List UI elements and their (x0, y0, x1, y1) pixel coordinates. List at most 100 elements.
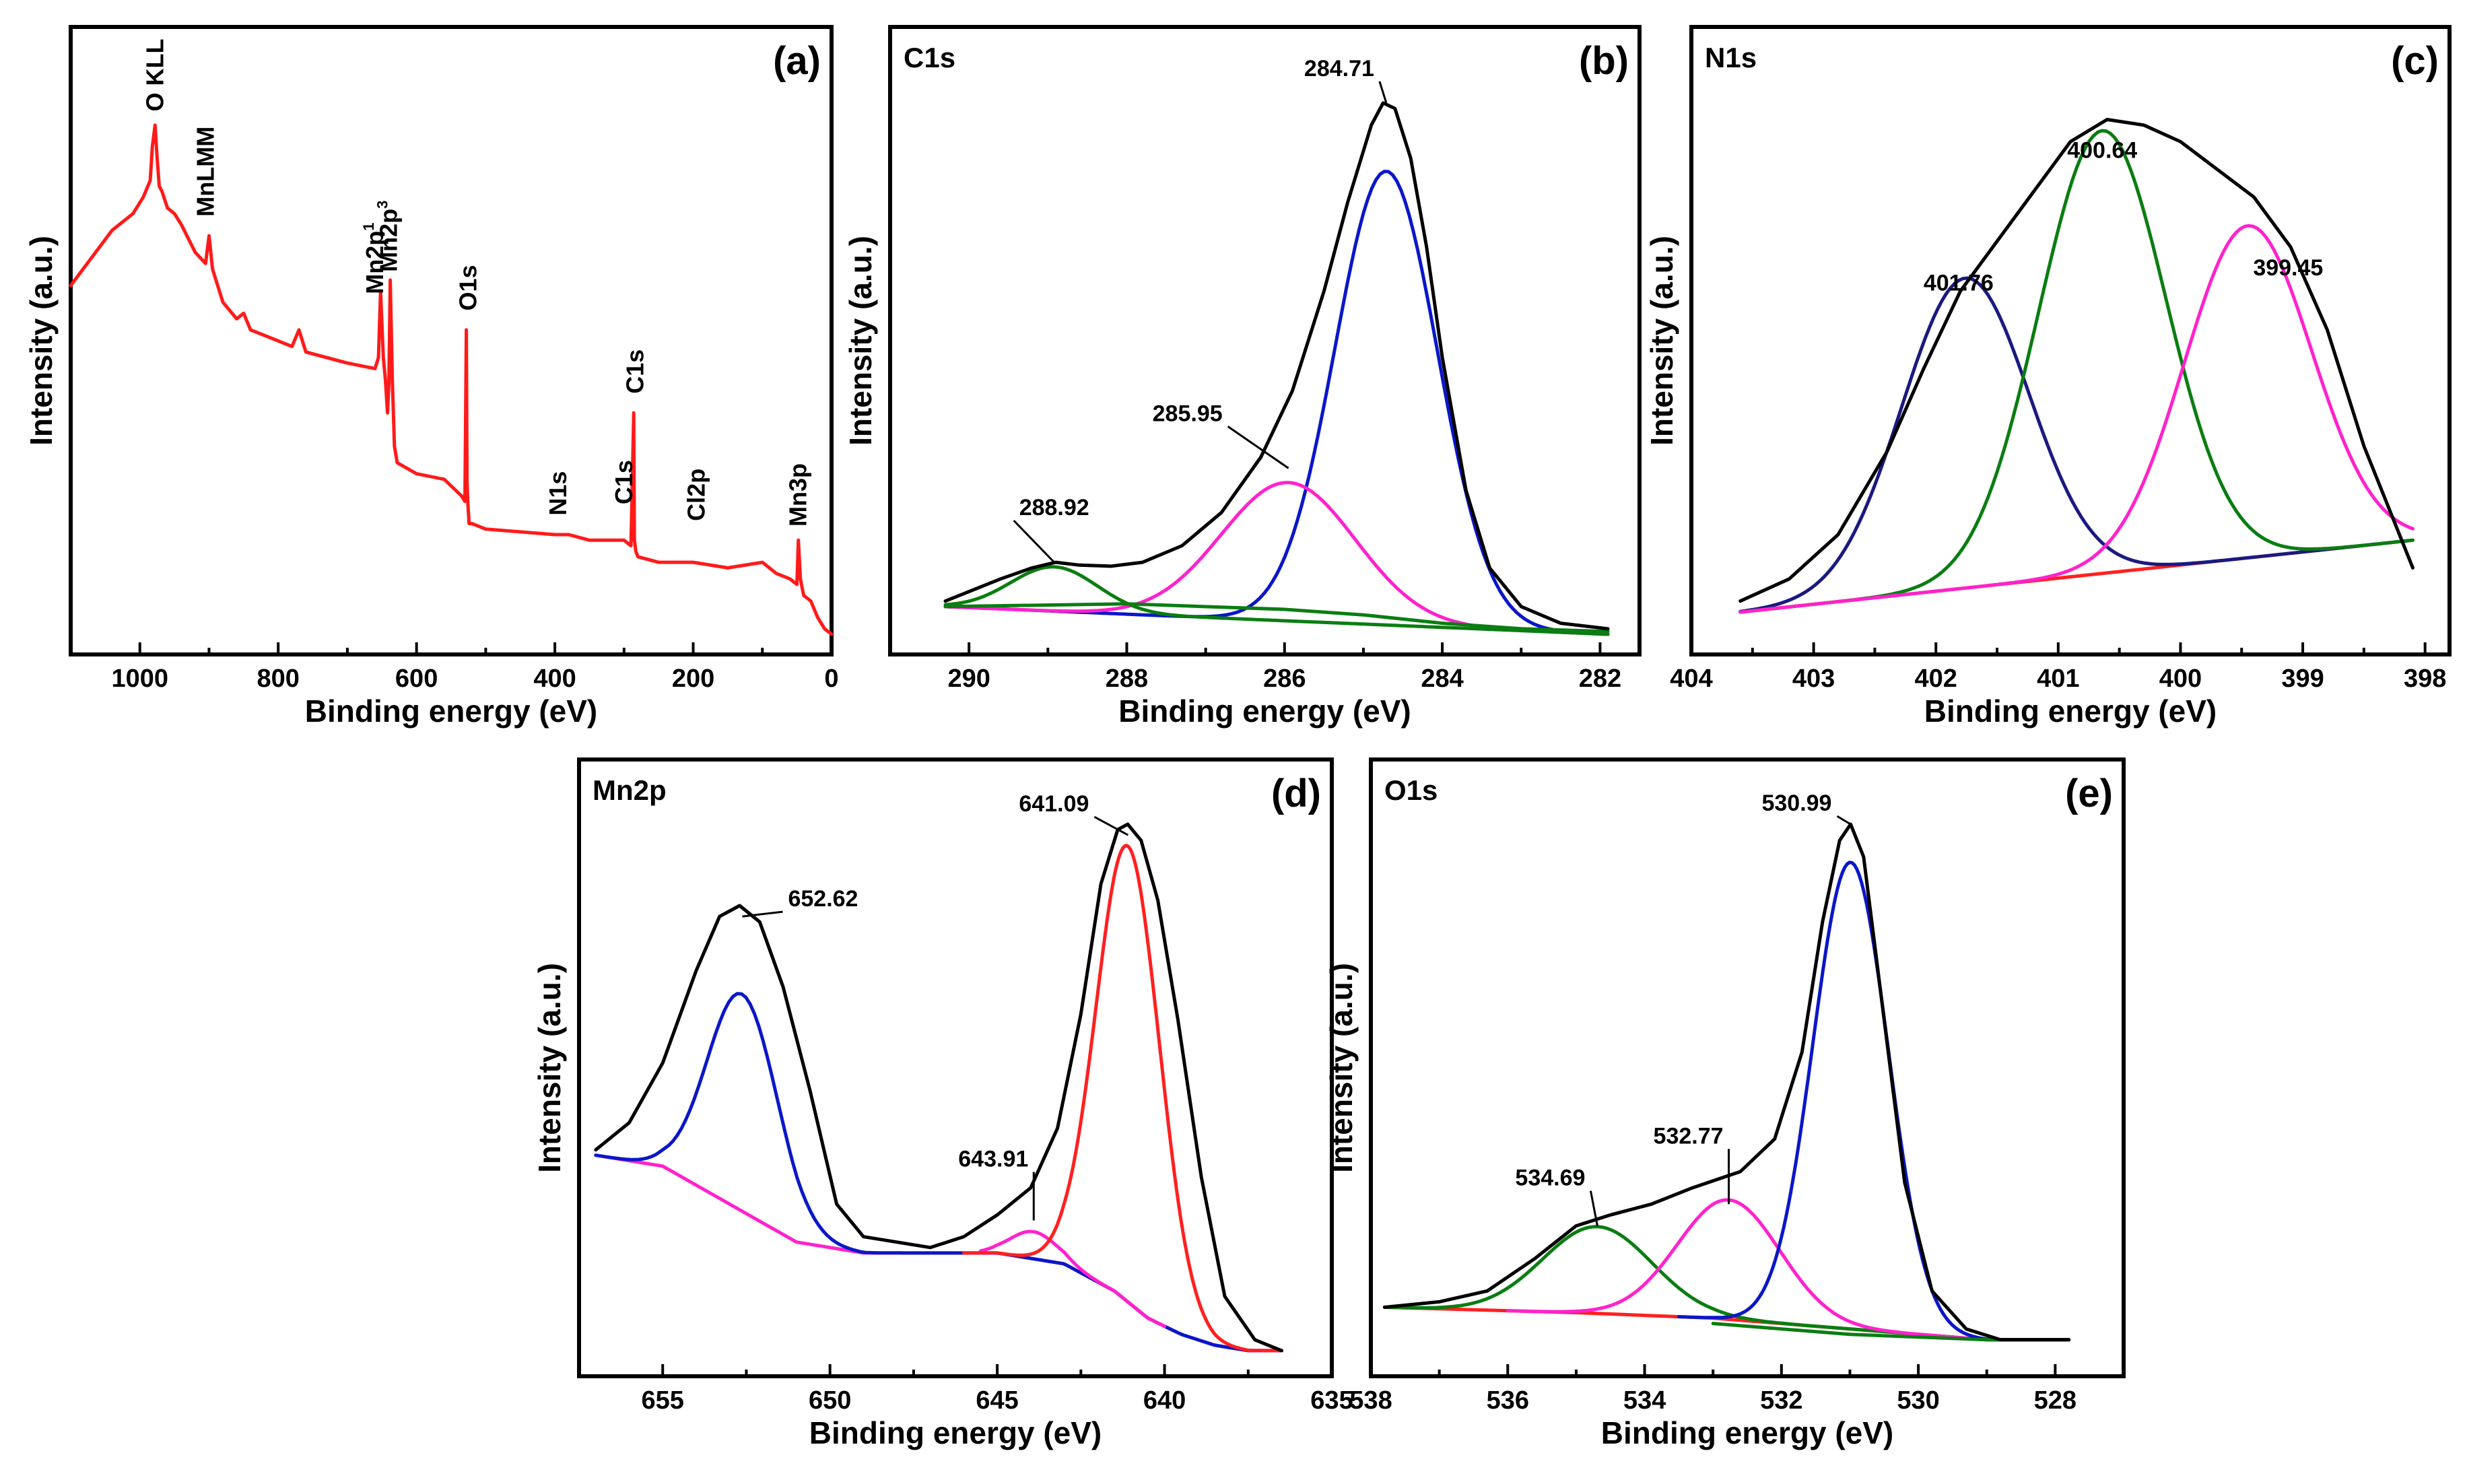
annotation-arrow-b (1227, 426, 1289, 469)
annotation-arrow-d (1093, 815, 1129, 836)
panel-label-a: (a) (773, 39, 821, 83)
series-d-envelope (594, 822, 1283, 1353)
series-d-fit-652-62 (594, 992, 1283, 1353)
x-tick-label-a: 200 (672, 665, 714, 693)
annotation-arrow-e (1589, 1190, 1598, 1226)
annotation-arrow-b (1013, 520, 1055, 564)
x-tick-label-a: 1000 (111, 665, 168, 693)
panel-label-d: (d) (1271, 772, 1321, 815)
panel-title-c: N1s (1705, 42, 1757, 73)
x-tick-label-a: 600 (395, 665, 438, 693)
peak-label-c: 400.64 (2067, 137, 2137, 163)
annotation-arrow-b (1378, 81, 1388, 104)
series-e-envelope (1382, 822, 2071, 1342)
y-axis-label-a: Intensity (a.u.) (24, 236, 59, 446)
panel-e: 538 536 534 532 530 528 Binding energy (eV) Int… (1324, 757, 2126, 1450)
plot-frame-b (888, 25, 1642, 656)
x-tick-label-d: 640 (1143, 1386, 1186, 1415)
x-tick-label-b: 282 (1579, 665, 1621, 693)
series-a-survey (69, 123, 834, 636)
x-tick-label-d: 650 (809, 1386, 851, 1415)
panel-title-b: C1s (904, 42, 955, 73)
superscript: 3 (374, 201, 391, 209)
x-tick-label-e: 532 (1760, 1386, 1802, 1415)
x-tick-label-e: 538 (1349, 1386, 1392, 1415)
survey-peak-label: C1s (621, 349, 648, 394)
panel-title-e: O1s (1384, 774, 1438, 806)
peak-label-e: 534.69 (1515, 1166, 1585, 1191)
series-d-fit-641-09 (961, 844, 1283, 1353)
x-tick-label-c: 399 (2281, 665, 2324, 693)
survey-peak-label: O1s (454, 265, 482, 310)
x-tick-label-e: 528 (2034, 1386, 2076, 1415)
plot-frame-e (1369, 757, 2126, 1378)
series-e-fit-534-69 (1382, 1225, 2071, 1342)
survey-peak-label: Mn2p3 (374, 201, 403, 272)
peak-label-c: 401.76 (1924, 271, 1994, 296)
plot-frame-d (577, 757, 1334, 1378)
peak-label-b: 288.92 (1019, 495, 1089, 520)
annotation-arrow-e (1836, 815, 1852, 825)
x-tick-label-c: 401 (2037, 665, 2079, 693)
x-tick-label-e: 530 (1897, 1386, 1939, 1415)
survey-peak-label: N1s (544, 471, 572, 516)
peak-label-b: 285.95 (1153, 401, 1223, 426)
y-axis-label-c: Intensity (a.u.) (1644, 236, 1679, 446)
series-d-fit-643-91 (978, 1229, 1167, 1328)
peak-label-d: 641.09 (1019, 791, 1089, 817)
superscript: 1 (360, 223, 377, 231)
panel-label-c: (c) (2391, 39, 2439, 83)
survey-peak-label: C1s (610, 460, 638, 504)
x-axis-label-a: Binding energy (eV) (305, 694, 597, 729)
x-tick-label-c: 400 (2159, 665, 2202, 693)
x-tick-label-b: 288 (1106, 665, 1148, 693)
series-b-fit-288-92 (943, 565, 1610, 636)
y-axis-label-d: Intensity (a.u.) (532, 963, 567, 1173)
panel-label-b: (b) (1579, 39, 1629, 83)
x-tick-label-b: 286 (1263, 665, 1306, 693)
x-axis-label-c: Binding energy (eV) (1924, 694, 2217, 729)
x-tick-label-c: 402 (1915, 665, 1957, 693)
panel-c: 404 403 402 401 400 399 398 Binding energy (eV)… (1644, 25, 2452, 729)
peak-label-c: 399.45 (2253, 255, 2323, 281)
x-tick-label-b: 290 (947, 665, 990, 693)
survey-peak-label: Mn3p (784, 463, 812, 527)
x-tick-label-c: 403 (1792, 665, 1835, 693)
peak-label-e: 532.77 (1654, 1123, 1724, 1149)
panel-d: 655 650 645 640 635 Binding energy (eV) Intens… (532, 757, 1353, 1450)
series-c-fit-401-76 (1738, 276, 2415, 613)
peak-label-d: 643.91 (958, 1147, 1028, 1172)
plot-frame-a (69, 25, 834, 656)
x-tick-label-e: 534 (1623, 1386, 1666, 1415)
survey-peak-label: Mn2p1 (360, 223, 389, 294)
peak-label-d: 652.62 (788, 886, 858, 912)
x-tick-label-a: 800 (257, 665, 299, 693)
series-b-background (943, 602, 1610, 634)
annotation-arrow-d (742, 910, 783, 918)
series-c-fit-400-64 (1738, 129, 2415, 614)
peak-label-e: 530.99 (1761, 790, 1831, 816)
x-tick-label-b: 284 (1421, 665, 1463, 693)
x-tick-label-d: 655 (642, 1386, 684, 1415)
x-axis-label-b: Binding energy (eV) (1118, 694, 1411, 729)
x-tick-label-e: 536 (1487, 1386, 1529, 1415)
survey-peak-label: O KLL (141, 39, 168, 112)
peak-label-b: 284.71 (1304, 56, 1374, 81)
y-axis-label-b: Intensity (a.u.) (843, 236, 878, 446)
survey-peak-label: Cl2p (683, 469, 710, 521)
panel-a: 1000 800 600 400 200 0 Binding energy (eV) Inte… (24, 25, 839, 729)
panel-label-e: (e) (2065, 772, 2113, 815)
x-tick-label-d: 635 (1310, 1386, 1353, 1415)
series-c-fit-399-45 (1738, 224, 2415, 614)
panel-title-d: Mn2p (593, 774, 667, 806)
x-tick-label-a: 0 (824, 665, 838, 693)
panel-b: 290 288 286 284 282 Binding energy (eV) Intens… (843, 25, 1642, 729)
survey-peak-label: MnLMM (191, 127, 219, 217)
x-tick-label-a: 400 (533, 665, 576, 693)
x-tick-label-c: 398 (2404, 665, 2446, 693)
plot-frame-c (1689, 25, 2452, 656)
y-axis-label-e: Intensity (a.u.) (1324, 963, 1359, 1173)
x-axis-label-d: Binding energy (eV) (809, 1415, 1102, 1450)
series-b-envelope (943, 101, 1610, 631)
